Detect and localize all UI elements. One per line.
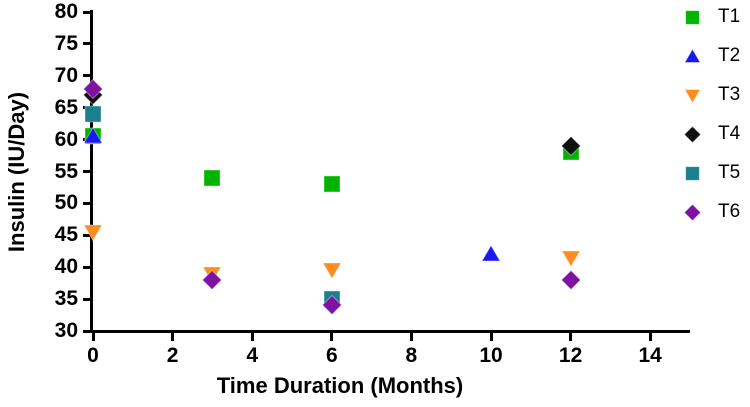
legend-item: T4 [684, 122, 740, 146]
y-tick-label: 40 [54, 255, 78, 279]
y-tick [83, 201, 91, 205]
data-point [321, 260, 342, 280]
x-tick-label: 8 [405, 344, 418, 367]
x-tick-label: 14 [638, 344, 662, 367]
square-icon [685, 9, 700, 25]
y-tick-label: 75 [54, 31, 78, 55]
y-tick [83, 42, 91, 46]
y-axis-title: Insulin (IU/Day) [4, 91, 29, 253]
data-point [560, 269, 581, 291]
y-tick-label: 45 [54, 223, 78, 247]
x-axis-line [90, 330, 690, 333]
diamond-icon [684, 125, 701, 143]
data-point [560, 248, 581, 268]
y-tick-label: 60 [54, 127, 78, 151]
y-tick [83, 329, 91, 333]
legend-item-label: T3 [718, 84, 741, 105]
x-tick [171, 333, 175, 341]
x-tick [91, 333, 95, 341]
legend-item-label: T6 [718, 201, 741, 222]
x-tick-label: 2 [166, 344, 179, 367]
legend-item: T3 [684, 83, 740, 107]
legend-item-label: T5 [718, 162, 741, 183]
data-point [83, 222, 103, 242]
diamond-icon [684, 203, 701, 221]
y-tick [83, 265, 91, 269]
x-tick [330, 333, 334, 341]
data-point [202, 168, 222, 188]
data-point [322, 174, 342, 194]
triangle-down-icon [684, 88, 701, 104]
data-point [560, 135, 581, 157]
triangle-up-icon [684, 47, 701, 63]
legend-item-label: T1 [718, 6, 741, 27]
legend-item: T2 [684, 44, 740, 68]
square-icon [685, 165, 700, 181]
legend-item-label: T2 [718, 45, 741, 66]
x-tick-label: 0 [87, 344, 99, 367]
x-tick-label: 6 [325, 344, 338, 367]
x-tick-label: 12 [558, 344, 583, 367]
x-tick [409, 333, 413, 341]
legend-item: T6 [684, 200, 740, 224]
data-point [481, 244, 501, 264]
data-point [82, 78, 104, 99]
y-tick [83, 10, 91, 14]
x-tick [250, 333, 254, 341]
x-tick [648, 333, 652, 341]
legend-item: T1 [684, 5, 740, 29]
y-tick-label: 70 [54, 63, 78, 87]
y-tick [83, 170, 91, 173]
y-axis-line [90, 10, 93, 333]
y-tick-label: 65 [54, 95, 78, 119]
data-point [83, 126, 103, 146]
y-tick [83, 74, 91, 78]
data-point [202, 269, 223, 291]
y-tick-label: 55 [54, 159, 78, 183]
data-point [321, 295, 343, 316]
x-tick-label: 4 [246, 344, 259, 367]
legend-item-label: T4 [718, 123, 741, 144]
data-point [83, 104, 103, 124]
y-tick [83, 233, 91, 237]
y-tick-label: 30 [54, 319, 78, 342]
y-tick [83, 297, 91, 301]
x-axis-title: Time Duration (Months) [216, 373, 464, 398]
y-tick-label: 35 [54, 287, 78, 311]
legend-item: T5 [684, 161, 740, 185]
x-tick [489, 333, 493, 341]
y-tick-label: 80 [54, 0, 78, 23]
x-tick [569, 333, 573, 341]
y-tick-label: 50 [54, 191, 78, 215]
x-tick-label: 10 [479, 344, 503, 367]
